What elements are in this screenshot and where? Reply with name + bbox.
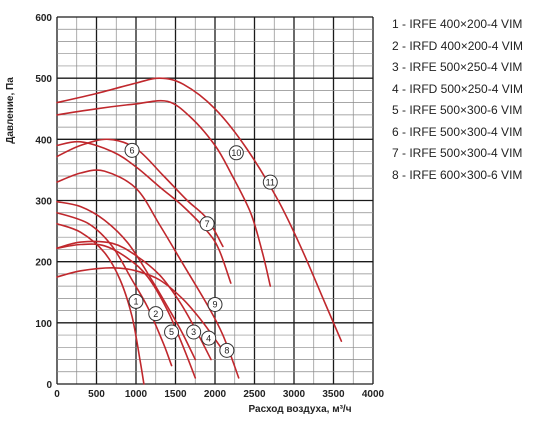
- curve-tag-label-5: 5: [169, 327, 174, 337]
- curve-tag-circle-4: [201, 330, 217, 346]
- curve-tag-circle-9: [207, 296, 223, 312]
- series-line-5: [56, 243, 197, 379]
- legend-entry: 5 - IRFE 500×300-6 VIM: [392, 103, 523, 117]
- curve-tag-circle-11: [262, 174, 278, 190]
- series-line-9: [56, 267, 224, 352]
- curve-tag-circle-5: [164, 324, 180, 340]
- y-tick-label: 0: [46, 380, 52, 391]
- curve-tag-circle-7: [199, 216, 215, 232]
- legend-entry: 7 - IRFE 500×300-4 VIM: [392, 146, 523, 160]
- y-tick-label: 100: [35, 319, 52, 330]
- legend: 1 - IRFE 400×200-4 VIM 2 - IRFD 400×200-…: [392, 14, 523, 186]
- series-line-10: [56, 99, 272, 287]
- x-tick-label: 1500: [164, 389, 187, 400]
- y-tick-label: 300: [35, 197, 52, 208]
- series-line-2: [56, 211, 173, 367]
- y-tick-label: 600: [35, 13, 52, 24]
- x-tick-label: 1000: [125, 389, 148, 400]
- series-line-7: [56, 140, 232, 284]
- curve-tag-label-1: 1: [133, 297, 138, 307]
- legend-entry: 8 - IRFE 600×300-6 VIM: [392, 167, 523, 182]
- legend-entry: 3 - IRFE 500×250-4 VIM: [392, 60, 523, 74]
- x-tick-label: 4000: [362, 389, 385, 400]
- x-tick-label: 3000: [283, 389, 306, 400]
- curve-tag-circle-6: [124, 142, 140, 158]
- series-line-3: [56, 200, 197, 361]
- x-axis-title: Расход воздуха, м³/ч: [248, 404, 351, 415]
- curve-tag-circle-1: [128, 293, 144, 309]
- y-axis-title: Давление, Па: [5, 77, 16, 144]
- curve-tag-label-11: 11: [266, 177, 275, 187]
- x-tick-label: 3500: [322, 389, 345, 400]
- legend-entry: 4 - IRFD 500×250-4 VIM: [392, 81, 524, 96]
- curve-tag-circle-8: [219, 342, 235, 358]
- curve-tag-label-2: 2: [153, 309, 158, 319]
- curve-tags: 1 2 5 34 9 8 7 6 10 11: [124, 142, 278, 358]
- series-line-8: [56, 169, 240, 379]
- y-tick-label: 500: [35, 74, 52, 85]
- curve-tag-label-9: 9: [212, 300, 217, 310]
- series-line-11: [56, 77, 343, 342]
- x-tick-label: 2500: [243, 389, 266, 400]
- x-tick-label: 2000: [204, 389, 227, 400]
- curve-tag-label-10: 10: [231, 148, 241, 158]
- legend-entry: 6 - IRFE 500×300-4 VIM: [392, 124, 523, 139]
- x-tick-label: 500: [88, 389, 105, 400]
- curve-tag-label-3: 3: [191, 327, 196, 337]
- curve-tag-circle-3: [186, 324, 202, 340]
- legend-entry: 2 - IRFD 400×200-4 VIM: [392, 38, 524, 53]
- curve-tag-label-6: 6: [130, 146, 135, 156]
- tick-labels: 0 500 1000 1500 2000 2500 3000 3500 400001002003…: [35, 13, 384, 400]
- legend-entry: 1 - IRFE 400×200-4 VIM: [392, 17, 523, 31]
- series-line-1: [56, 222, 145, 385]
- curve-tag-label-7: 7: [205, 219, 210, 229]
- y-tick-label: 400: [35, 135, 52, 146]
- curve-tag-label-4: 4: [206, 333, 211, 343]
- x-tick-label: 0: [54, 389, 60, 400]
- curve-tag-circle-2: [148, 306, 164, 322]
- curve-tag-label-8: 8: [224, 346, 229, 356]
- grid: [56, 16, 374, 385]
- curve-tag-circle-10: [228, 145, 244, 161]
- y-tick-label: 200: [35, 258, 52, 269]
